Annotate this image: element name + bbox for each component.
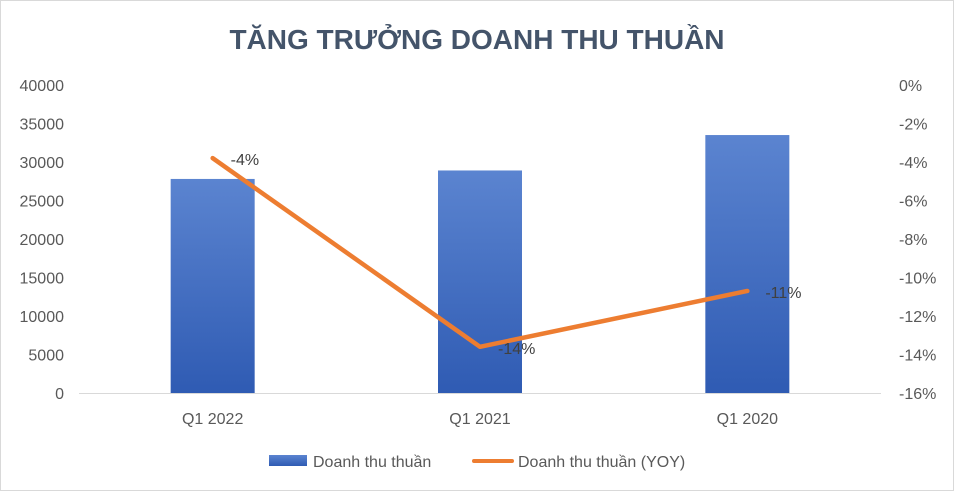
data-label: -14% — [498, 341, 535, 358]
category-axis: Q1 2022 Q1 2021 Q1 2020 — [182, 411, 778, 428]
right-axis-tick-label: -12% — [899, 309, 936, 326]
left-axis: 0 5000 10000 15000 20000 25000 30000 35000 40000 — [20, 78, 65, 403]
legend-label: Doanh thu thuần (YOY) — [518, 454, 685, 471]
right-axis-tick-label: -8% — [899, 232, 927, 249]
left-axis-tick-label: 5000 — [28, 348, 64, 365]
right-axis-tick-label: 0% — [899, 78, 922, 95]
data-label: -4% — [231, 152, 259, 169]
left-axis-tick-label: 10000 — [20, 309, 65, 326]
left-axis-tick-label: 0 — [55, 386, 64, 403]
left-axis-tick-label: 25000 — [20, 194, 65, 211]
left-axis-tick-label: 40000 — [20, 78, 65, 95]
right-axis: 0% -2% -4% -6% -8% -10% -12% -14% -16% — [899, 78, 936, 403]
category-label: Q1 2022 — [182, 411, 243, 428]
right-axis-tick-label: -16% — [899, 386, 936, 403]
left-axis-tick-label: 35000 — [20, 117, 65, 134]
bar-series — [170, 135, 790, 394]
right-axis-tick-label: -2% — [899, 117, 927, 134]
yoy-line — [210, 155, 750, 350]
data-label: -11% — [765, 285, 801, 302]
right-axis-tick-label: -10% — [899, 271, 936, 288]
right-axis-tick-label: -4% — [899, 155, 927, 172]
left-axis-tick-label: 30000 — [20, 155, 65, 172]
category-label: Q1 2021 — [449, 411, 510, 428]
chart-title: TĂNG TRƯỞNG DOANH THU THUẦN — [229, 23, 724, 55]
right-axis-tick-label: -14% — [899, 348, 936, 365]
legend: Doanh thu thuần Doanh thu thuần (YOY) — [269, 454, 685, 471]
bar — [705, 135, 790, 394]
category-label: Q1 2020 — [717, 411, 778, 428]
line-series: -4% -14% -11% — [210, 152, 802, 358]
legend-label: Doanh thu thuần — [313, 454, 431, 471]
bar — [438, 170, 522, 393]
left-axis-tick-label: 15000 — [20, 271, 65, 288]
right-axis-tick-label: -6% — [899, 194, 927, 211]
left-axis-tick-label: 20000 — [20, 232, 65, 249]
legend-bar-swatch — [269, 455, 307, 466]
bar — [170, 178, 255, 393]
